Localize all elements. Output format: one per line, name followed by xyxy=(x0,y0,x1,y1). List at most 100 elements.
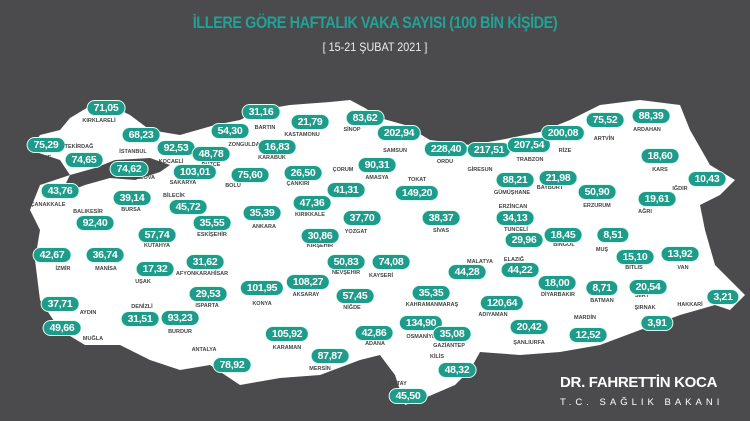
case-rate-badge-karaman: 105,92 xyxy=(264,326,310,342)
case-rate-badge-sakarya: 103,01 xyxy=(172,164,218,180)
province-name-adana: ADANA xyxy=(365,341,385,347)
case-rate-badge-hatay: 45,50 xyxy=(388,388,428,404)
province-name-mersin: MERSİN xyxy=(309,366,331,372)
province-name-konya: KONYA xyxy=(252,301,272,307)
case-rate-badge-sivas: 38,37 xyxy=(421,210,461,226)
province-name-corum: ÇORUM xyxy=(332,167,354,173)
case-rate-badge-van: 13,92 xyxy=(660,246,700,262)
case-rate-badge-yalova: 74,62 xyxy=(109,161,149,177)
province-name-aksaray: AKSARAY xyxy=(292,292,320,298)
case-rate-badge-aksaray: 108,27 xyxy=(285,274,331,290)
province-name-erzurum: ERZURUM xyxy=(583,203,611,209)
case-rate-badge-sirnak: 3,91 xyxy=(640,315,674,331)
case-rate-badge-mugla: 49,66 xyxy=(42,320,82,336)
province-name-bolu: BOLU xyxy=(225,183,241,189)
province-name-giresun: GİRESUN xyxy=(467,167,493,173)
case-rate-badge-osmaniye: 134,90 xyxy=(398,315,444,331)
province-name-rize: RİZE xyxy=(558,148,572,154)
case-rate-badge-balikesir: 92,40 xyxy=(75,215,115,231)
case-rate-badge-canakkale: 43,76 xyxy=(40,183,80,199)
case-rate-badge-adiyaman: 120,64 xyxy=(479,295,525,311)
case-rate-badge-ardahan: 88,39 xyxy=(631,108,671,124)
province-name-tokat: TOKAT xyxy=(407,177,427,183)
province-name-kayseri: KAYSERİ xyxy=(369,273,393,279)
province-name-sirnak: ŞIRNAK xyxy=(634,305,656,311)
case-rate-badge-amasya: 90,31 xyxy=(357,157,397,173)
province-name-kirklareli: KIRKLARELİ xyxy=(82,118,116,124)
province-name-nigde: NİĞDE xyxy=(343,305,361,311)
case-rate-badge-nigde: 57,45 xyxy=(335,288,375,304)
case-rate-badge-gumushane: 88,21 xyxy=(495,172,535,188)
province-name-mardin: MARDİN xyxy=(574,315,596,321)
case-rate-badge-antalya: 78,92 xyxy=(212,357,252,373)
province-name-kahramanmaras: KAHRAMANMARAŞ xyxy=(405,302,459,308)
province-name-ankara: ANKARA xyxy=(252,224,276,230)
case-rate-badge-bilecik: 45,72 xyxy=(168,199,208,215)
case-rate-badge-kastamonu: 21,79 xyxy=(290,114,330,130)
province-name-edirne: EDİRNE xyxy=(30,155,52,161)
province-name-kars: KARS xyxy=(652,167,668,173)
case-rate-badge-tokat: 149,20 xyxy=(394,185,440,201)
case-rate-badge-tunceli: 29,96 xyxy=(504,232,544,248)
province-name-sakarya: SAKARYA xyxy=(169,180,197,186)
province-name-burdur: BURDUR xyxy=(168,329,192,335)
map-title: İLLERE GÖRE HAFTALIK VAKA SAYISI (100 Bİ… xyxy=(192,13,558,32)
province-name-zonguldak: ZONGULDAK xyxy=(228,142,264,148)
case-rate-badge-usak: 17,32 xyxy=(135,261,175,277)
case-rate-badge-istanbul: 68,23 xyxy=(121,127,161,143)
case-rate-badge-bartin: 31,16 xyxy=(241,104,281,120)
province-name-ordu: ORDU xyxy=(436,159,454,165)
case-rate-badge-erzincan: 34,13 xyxy=(495,210,535,226)
case-rate-badge-aydin: 37,71 xyxy=(40,296,80,312)
case-rate-badge-mus: 8,51 xyxy=(596,227,630,243)
case-rate-badge-ordu: 228,40 xyxy=(423,141,469,157)
province-name-osmaniye: OSMANİYE xyxy=(406,334,436,340)
province-name-bursa: BURSA xyxy=(121,207,141,213)
province-name-agri: AĞRI xyxy=(638,209,652,215)
case-rate-badge-igdir: 10,43 xyxy=(687,171,727,187)
province-name-bitlis: BİTLİS xyxy=(625,265,643,271)
province-name-sanliurfa: ŞANLIURFA xyxy=(513,340,545,346)
province-name-bayburt: BAYBURT xyxy=(536,185,564,191)
case-rate-badge-sanliurfa: 20,42 xyxy=(509,319,549,335)
case-rate-badge-erzurum: 50,90 xyxy=(577,184,617,200)
case-rate-badge-afyonkarahisar: 31,62 xyxy=(185,254,225,270)
case-rate-badge-giresun: 217,51 xyxy=(466,142,512,158)
province-name-amasya: AMASYA xyxy=(365,175,389,181)
case-rate-badge-rize: 200,08 xyxy=(540,125,586,141)
province-name-bartin: BARTIN xyxy=(254,125,276,131)
province-name-isparta: ISPARTA xyxy=(195,303,219,309)
case-rate-badge-batman: 8,71 xyxy=(585,280,619,296)
province-name-adiyaman: ADIYAMAN xyxy=(478,312,508,318)
case-rate-badge-elazig: 44,22 xyxy=(500,262,540,278)
case-rate-badge-tekirdag: 74,65 xyxy=(64,152,104,168)
case-rate-badge-denizli: 31,51 xyxy=(120,311,160,327)
province-name-artvin: ARTVİN xyxy=(593,136,615,142)
case-rate-badge-kocaeli: 92,53 xyxy=(156,140,196,156)
case-rate-badge-bolu: 75,60 xyxy=(230,167,270,183)
province-name-tunceli: TUNCELİ xyxy=(504,227,528,233)
date-range: [ 15-21 ŞUBAT 2021 ] xyxy=(322,40,428,54)
case-rate-badge-zonguldak: 54,30 xyxy=(210,123,250,139)
case-rate-badge-corum: 41,31 xyxy=(326,182,366,198)
case-rate-badge-burdur: 93,23 xyxy=(160,310,200,326)
province-name-cankiri: ÇANKIRI xyxy=(286,181,310,187)
province-name-balikesir: BALIKESİR xyxy=(73,209,103,215)
case-rate-badge-sinop: 83,62 xyxy=(345,110,385,126)
province-name-bilecik: BİLECİK xyxy=(163,193,185,199)
case-rate-badge-duzce: 48,78 xyxy=(191,146,231,162)
province-name-ardahan: ARDAHAN xyxy=(633,127,661,133)
province-name-bingol: BİNGÖL xyxy=(553,242,575,248)
case-rate-badge-kars: 18,60 xyxy=(640,148,680,164)
province-name-aydin: AYDIN xyxy=(79,310,97,316)
case-rate-badge-siirt: 20,54 xyxy=(628,279,668,295)
province-name-hakkari: HAKKARİ xyxy=(677,302,703,308)
province-name-erzincan: ERZİNCAN xyxy=(498,204,528,210)
province-name-gumushane: GÜMÜŞHANE xyxy=(493,190,531,196)
province-name-denizli: DENİZLİ xyxy=(131,304,153,310)
province-name-yalova: YALOVA xyxy=(132,175,156,181)
province-name-manisa: MANİSA xyxy=(95,266,117,272)
province-name-canakkale: ÇANAKKALE xyxy=(30,202,66,208)
case-rate-badge-mardin: 12,52 xyxy=(568,327,608,343)
province-name-igdir: IĞDIR xyxy=(672,186,688,192)
